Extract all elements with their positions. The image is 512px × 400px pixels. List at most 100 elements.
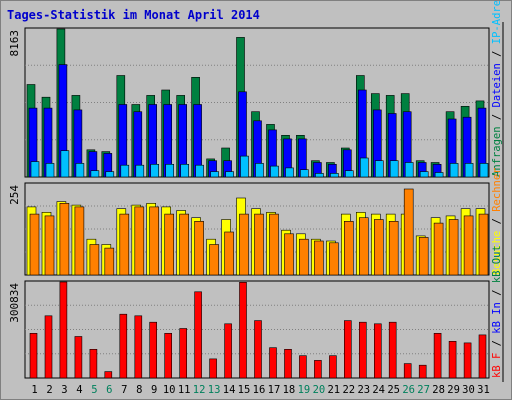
- right-legends: Anfragen / Dateien / IP-AdressenBesuche …: [491, 0, 504, 382]
- bar-top-s2-day14: [225, 171, 234, 178]
- bar-mid-s1-day23: [358, 217, 369, 276]
- legend-top-part-0: Anfragen: [491, 126, 503, 177]
- bar-top-s2-day7: [120, 164, 130, 178]
- bar-top-s2-day20: [315, 173, 324, 178]
- bar-top-s2-day13: [210, 171, 219, 178]
- bar-mid-s1-day16: [254, 213, 264, 276]
- chart-panels: 8163 254 300834: [8, 27, 490, 379]
- bar-mid-s1-day26: [403, 188, 414, 276]
- legend-bot: kB F / kB In / kB Out: [491, 245, 503, 378]
- bar-top-s2-day15: [240, 155, 249, 178]
- x-tick-label-day-18: 18: [283, 384, 296, 396]
- x-tick-label-day-3: 3: [61, 384, 67, 396]
- panel-bot: 300834: [8, 280, 490, 379]
- panel-mid: 254: [8, 182, 490, 276]
- x-tick-label-day-21: 21: [327, 384, 340, 396]
- bar-top-s2-day30: [464, 163, 474, 178]
- bar-top-s2-day3: [60, 150, 70, 178]
- x-tick-label-day-24: 24: [372, 384, 385, 396]
- bar-bot-s0-day11: [179, 328, 187, 379]
- x-tick-label-day-29: 29: [447, 384, 460, 396]
- bar-bot-s0-day6: [104, 371, 113, 379]
- x-tick-label-day-13: 13: [208, 384, 221, 396]
- bar-mid-s1-day17: [269, 213, 279, 276]
- x-tick-label-day-25: 25: [387, 384, 400, 396]
- bar-top-s2-day18: [285, 167, 294, 178]
- bar-mid-s1-day29: [448, 219, 459, 276]
- bar-mid-s1-day2: [44, 215, 55, 276]
- bar-top-s2-day28: [434, 172, 444, 178]
- bar-mid-s1-day15: [239, 213, 249, 276]
- x-tick-label-day-15: 15: [238, 384, 251, 396]
- x-tick-label-day-5: 5: [91, 384, 97, 396]
- panel-top: 8163: [8, 27, 490, 178]
- bar-top-s2-day31: [479, 163, 489, 178]
- bar-mid-s1-day20: [314, 240, 324, 276]
- bar-bot-s0-day5: [89, 348, 98, 379]
- bar-top-s2-day27: [419, 171, 429, 178]
- bar-bot-s0-day18: [284, 348, 292, 379]
- bar-top-s2-day1: [30, 161, 40, 178]
- bar-bot-s0-day19: [299, 355, 307, 379]
- bar-mid-s1-day7: [119, 213, 130, 276]
- bar-top-s2-day11: [180, 164, 189, 178]
- bar-top-s2-day17: [270, 165, 279, 178]
- legend-bot-part-2: kB In: [491, 302, 503, 334]
- bar-bot-s0-day7: [119, 313, 128, 379]
- x-tick-label-day-7: 7: [121, 384, 127, 396]
- bar-top-s2-day26: [404, 162, 414, 178]
- x-tick-label-day-2: 2: [46, 384, 52, 396]
- bar-top-s2-day12: [195, 164, 204, 178]
- bar-top-s2-day23: [359, 157, 369, 178]
- bar-mid-s1-day6: [104, 247, 115, 276]
- bar-mid-s1-day31: [478, 213, 489, 276]
- x-tick-label-day-16: 16: [253, 384, 266, 396]
- bar-mid-s1-day27: [418, 237, 429, 276]
- bar-bot-s0-day2: [44, 315, 53, 379]
- x-tick-label-day-11: 11: [178, 384, 191, 396]
- bar-bot-s0-day1: [29, 332, 38, 379]
- panel-mid-max-label: 254: [8, 185, 21, 205]
- bar-mid-s1-day28: [433, 222, 444, 276]
- bar-top-s2-day5: [90, 170, 100, 178]
- legend-top-part-4: IP-Adressen: [491, 0, 503, 44]
- x-tick-label-day-1: 1: [31, 384, 37, 396]
- legend-mid-part-1: /: [491, 212, 503, 231]
- bar-bot-s0-day27: [418, 364, 427, 379]
- bar-bot-s0-day12: [194, 291, 202, 379]
- legend-mid-part-0: Besuche: [491, 231, 503, 275]
- bar-mid-s1-day5: [89, 244, 100, 276]
- bar-top-s2-day9: [150, 164, 159, 178]
- bar-bot-s0-day22: [343, 320, 352, 379]
- x-tick-label-day-4: 4: [76, 384, 82, 396]
- bar-bot-s0-day21: [329, 355, 337, 379]
- bar-mid-s1-day13: [209, 244, 219, 276]
- x-tick-label-day-17: 17: [268, 384, 281, 396]
- bar-mid-s1-day1: [29, 213, 40, 276]
- x-tick-label-day-20: 20: [313, 384, 326, 396]
- legend-bot-part-1: /: [491, 334, 503, 353]
- bar-top-s2-day8: [135, 164, 145, 178]
- x-axis-day-labels: 1 2 3 4 5 6 7 8 9 10 11 12 13 14 15 16 17 18 19 20 21 22 23 24 2…: [31, 384, 489, 396]
- legend-top-part-2: Dateien: [491, 63, 503, 107]
- x-tick-label-day-26: 26: [402, 384, 415, 396]
- bar-bot-s0-day16: [254, 320, 262, 379]
- x-tick-label-day-6: 6: [106, 384, 112, 396]
- bar-mid-s1-day14: [224, 231, 234, 276]
- bar-bot-s0-day3: [59, 281, 68, 379]
- bar-bot-s0-day17: [269, 347, 277, 379]
- bar-top-s2-day24: [374, 160, 384, 178]
- bar-top-s2-day10: [165, 164, 174, 178]
- legend-top-part-3: /: [491, 44, 503, 63]
- bar-top-s2-day25: [389, 160, 399, 178]
- x-tick-label-day-10: 10: [163, 384, 176, 396]
- bar-bot-s0-day4: [74, 336, 83, 379]
- bar-top-s2-day6: [105, 171, 115, 178]
- bar-bot-s0-day30: [463, 342, 472, 379]
- x-tick-label-day-22: 22: [342, 384, 355, 396]
- x-tick-label-day-9: 9: [151, 384, 157, 396]
- x-tick-label-day-30: 30: [462, 384, 475, 396]
- bar-mid-s1-day11: [179, 213, 189, 276]
- panel-top-max-label: 8163: [8, 30, 21, 57]
- bar-mid-s1-day22: [343, 221, 354, 276]
